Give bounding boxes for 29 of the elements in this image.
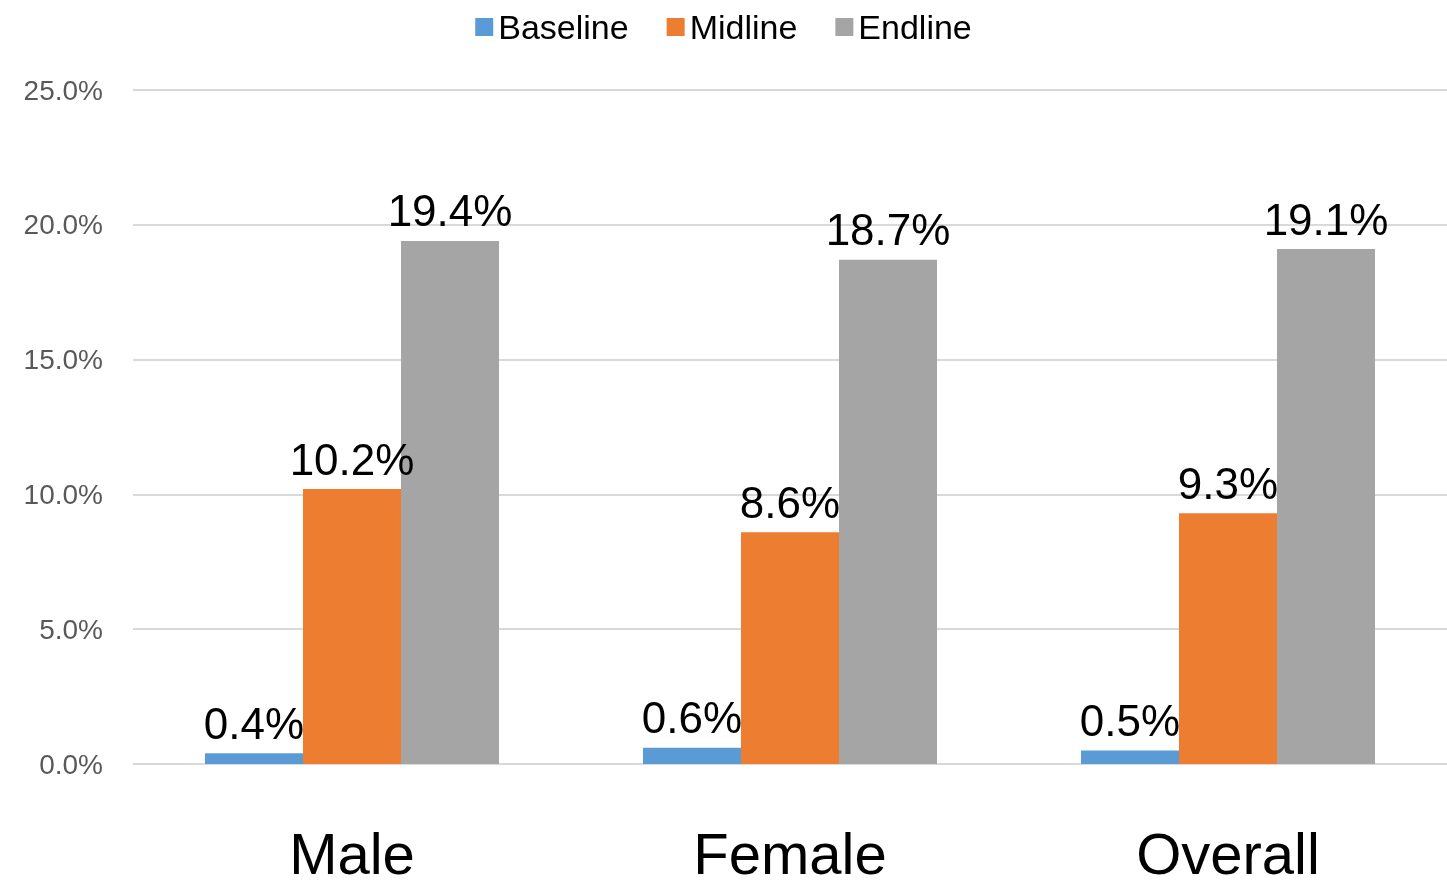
- bar: [303, 489, 401, 764]
- bar: [205, 753, 303, 764]
- x-tick-label: Female: [693, 820, 887, 884]
- bar: [839, 259, 937, 764]
- bar: [643, 747, 741, 764]
- bar: [1081, 750, 1179, 764]
- legend-label: Midline: [689, 8, 798, 46]
- data-label: 9.3%: [1177, 458, 1279, 508]
- x-tick-label: Overall: [1136, 820, 1320, 884]
- bar: [1179, 513, 1277, 764]
- y-tick-label: 15.0%: [23, 344, 103, 376]
- data-label: 0.4%: [203, 698, 305, 748]
- bar: [1277, 249, 1375, 764]
- y-tick-label: 0.0%: [39, 748, 103, 780]
- legend-label: Baseline: [498, 8, 629, 46]
- y-tick-label: 5.0%: [39, 613, 103, 645]
- data-label: 8.6%: [739, 477, 841, 527]
- y-tick-label: 25.0%: [23, 74, 103, 106]
- legend-label: Endline: [858, 8, 972, 46]
- data-label: 0.5%: [1079, 696, 1181, 746]
- x-tick-label: Male: [289, 820, 415, 884]
- data-label: 19.4%: [387, 186, 513, 236]
- data-label: 0.6%: [641, 693, 743, 743]
- data-label: 18.7%: [825, 205, 951, 255]
- y-tick-label: 20.0%: [23, 209, 103, 241]
- bar: [741, 532, 839, 764]
- y-tick-label: 10.0%: [23, 478, 103, 510]
- data-label: 10.2%: [289, 434, 415, 484]
- data-label: 19.1%: [1263, 194, 1389, 244]
